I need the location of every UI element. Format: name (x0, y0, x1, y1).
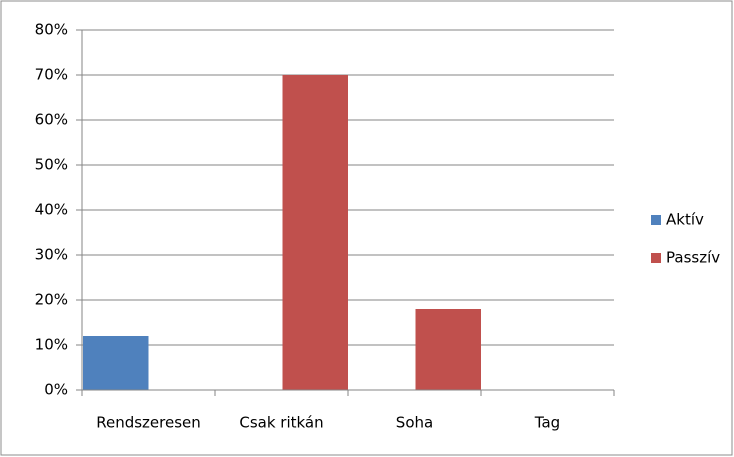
legend-swatch (651, 253, 661, 263)
legend-swatch (651, 215, 661, 225)
y-tick-label: 40% (35, 201, 68, 219)
y-tick-label: 50% (35, 156, 68, 174)
bar (282, 75, 348, 390)
y-tick-label: 80% (35, 21, 68, 39)
x-tick-label: Rendszeresen (96, 414, 201, 432)
y-tick-label: 10% (35, 336, 68, 354)
bar (83, 336, 149, 390)
x-tick-label: Tag (534, 414, 560, 432)
legend-label: Aktív (666, 211, 704, 229)
y-tick-label: 0% (44, 381, 68, 399)
y-tick-label: 60% (35, 111, 68, 129)
x-tick-label: Soha (396, 414, 433, 432)
bar (415, 309, 481, 390)
y-tick-label: 30% (35, 246, 68, 264)
y-tick-label: 20% (35, 291, 68, 309)
y-tick-label: 70% (35, 66, 68, 84)
x-tick-label: Csak ritkán (239, 414, 323, 432)
legend-label: Passzív (666, 249, 720, 267)
